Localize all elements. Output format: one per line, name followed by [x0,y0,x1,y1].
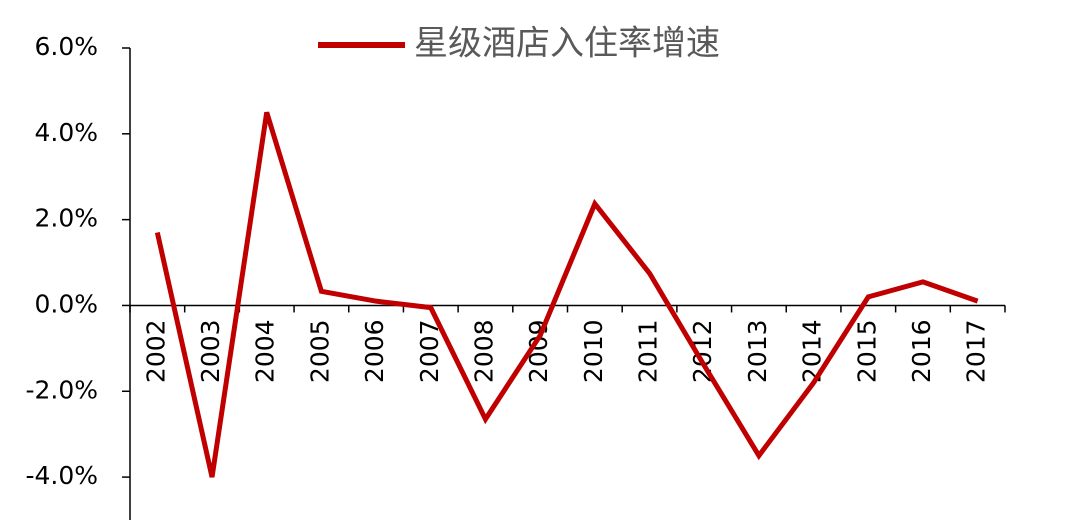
x-tick-label: 2004 [251,319,280,383]
x-tick-label: 2005 [305,319,334,383]
x-tick-label: 2003 [196,319,225,383]
legend-label: 星级酒店入住率增速 [414,24,720,64]
y-tick-label: 2.0% [34,204,98,233]
y-tick-label: -4.0% [25,461,98,490]
y-tick-label: 6.0% [34,32,98,61]
x-tick-label: 2015 [852,319,881,383]
x-tick-label: 2013 [743,319,772,383]
x-tick-label: 2007 [415,319,444,383]
x-tick-label: 2008 [469,319,498,383]
y-tick-label: 4.0% [34,118,98,147]
x-tick-label: 2010 [579,319,608,383]
x-tick-label: 2017 [962,319,991,383]
y-tick-label: -2.0% [25,375,98,404]
x-tick-label: 2002 [141,319,170,383]
y-tick-label: 0.0% [34,289,98,318]
data-line [154,111,979,478]
x-tick-label: 2011 [634,319,663,383]
x-tick-label: 2012 [688,319,717,383]
x-tick-label: 2016 [907,319,936,383]
x-tick-label: 2006 [360,319,389,383]
